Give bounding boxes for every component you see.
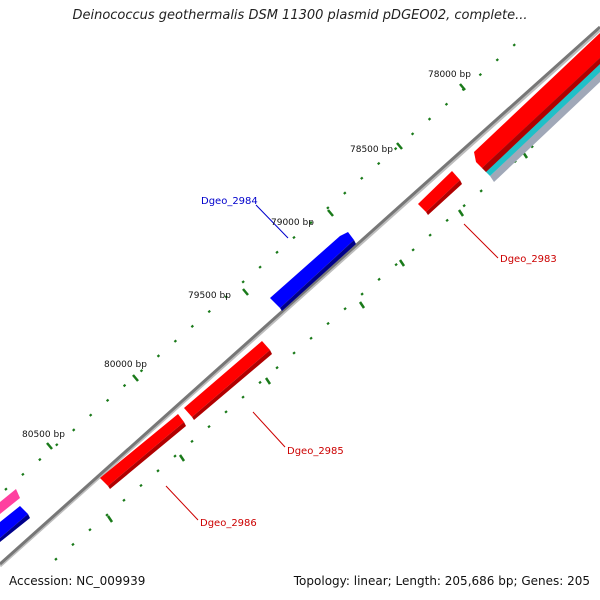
ruler-major-ticks xyxy=(46,83,529,523)
gene-arrow-dgeo-2983 xyxy=(418,171,460,212)
backbone xyxy=(0,25,600,566)
gene-arrow-right-red-1 xyxy=(474,33,600,168)
ruler-label: 80500 bp xyxy=(22,430,65,440)
gene-arrow-dgeo-2983-shade xyxy=(426,180,462,215)
gene-arrow-right-red-1-shade xyxy=(482,58,600,172)
gene-label-dgeo-2983[interactable]: Dgeo_2983 xyxy=(500,254,557,265)
major-tick xyxy=(396,142,403,150)
gene-arrow-dgeo-2986-shade xyxy=(108,422,186,489)
leader-dgeo-2983 xyxy=(463,223,499,259)
major-tick xyxy=(106,515,114,523)
accession-text: Accession: NC_009939 xyxy=(9,574,146,588)
summary-text: Topology: linear; Length: 205,686 bp; Ge… xyxy=(293,574,590,588)
major-tick xyxy=(178,454,186,462)
major-tick xyxy=(327,209,334,217)
leader-dgeo-2984 xyxy=(255,204,289,239)
ruler-label: 79000 bp xyxy=(271,218,314,228)
major-tick xyxy=(459,83,466,91)
backbone-shadow xyxy=(0,28,600,568)
gene-arrow-dgeo-2984-shade xyxy=(280,240,356,311)
ruler-dots-inner xyxy=(54,139,541,561)
gene-arrow-dgeo-2986 xyxy=(100,414,184,486)
gene-arrow-dgeo-2984 xyxy=(270,232,354,308)
ruler-label: 78000 bp xyxy=(428,70,471,80)
ruler-label: 80000 bp xyxy=(104,360,147,370)
ruler-label: 78500 bp xyxy=(350,145,393,155)
major-tick xyxy=(46,442,53,450)
gene-arrow-dgeo-2985 xyxy=(184,341,270,417)
gene-arrow-left-pink xyxy=(0,489,20,514)
map-title: Deinococcus geothermalis DSM 11300 plasm… xyxy=(72,8,528,23)
major-tick xyxy=(457,209,465,217)
gene-arrow-dgeo-2985-shade xyxy=(192,350,272,420)
leader-dgeo-2985 xyxy=(252,411,286,448)
major-tick xyxy=(242,288,249,296)
gene-label-dgeo-2984[interactable]: Dgeo_2984 xyxy=(201,196,258,207)
ruler-dots-outer xyxy=(4,39,521,491)
leader-dgeo-2986 xyxy=(165,485,199,521)
gene-arrow-left-blue-shade xyxy=(0,514,30,542)
major-tick xyxy=(398,259,406,267)
gene-arrow-left-blue xyxy=(0,506,28,538)
gene-label-dgeo-2985[interactable]: Dgeo_2985 xyxy=(287,446,344,457)
major-tick xyxy=(264,377,272,385)
ruler-label: 79500 bp xyxy=(188,291,231,301)
major-tick xyxy=(132,374,139,382)
major-tick xyxy=(358,301,366,309)
gene-label-dgeo-2986[interactable]: Dgeo_2986 xyxy=(200,518,257,529)
